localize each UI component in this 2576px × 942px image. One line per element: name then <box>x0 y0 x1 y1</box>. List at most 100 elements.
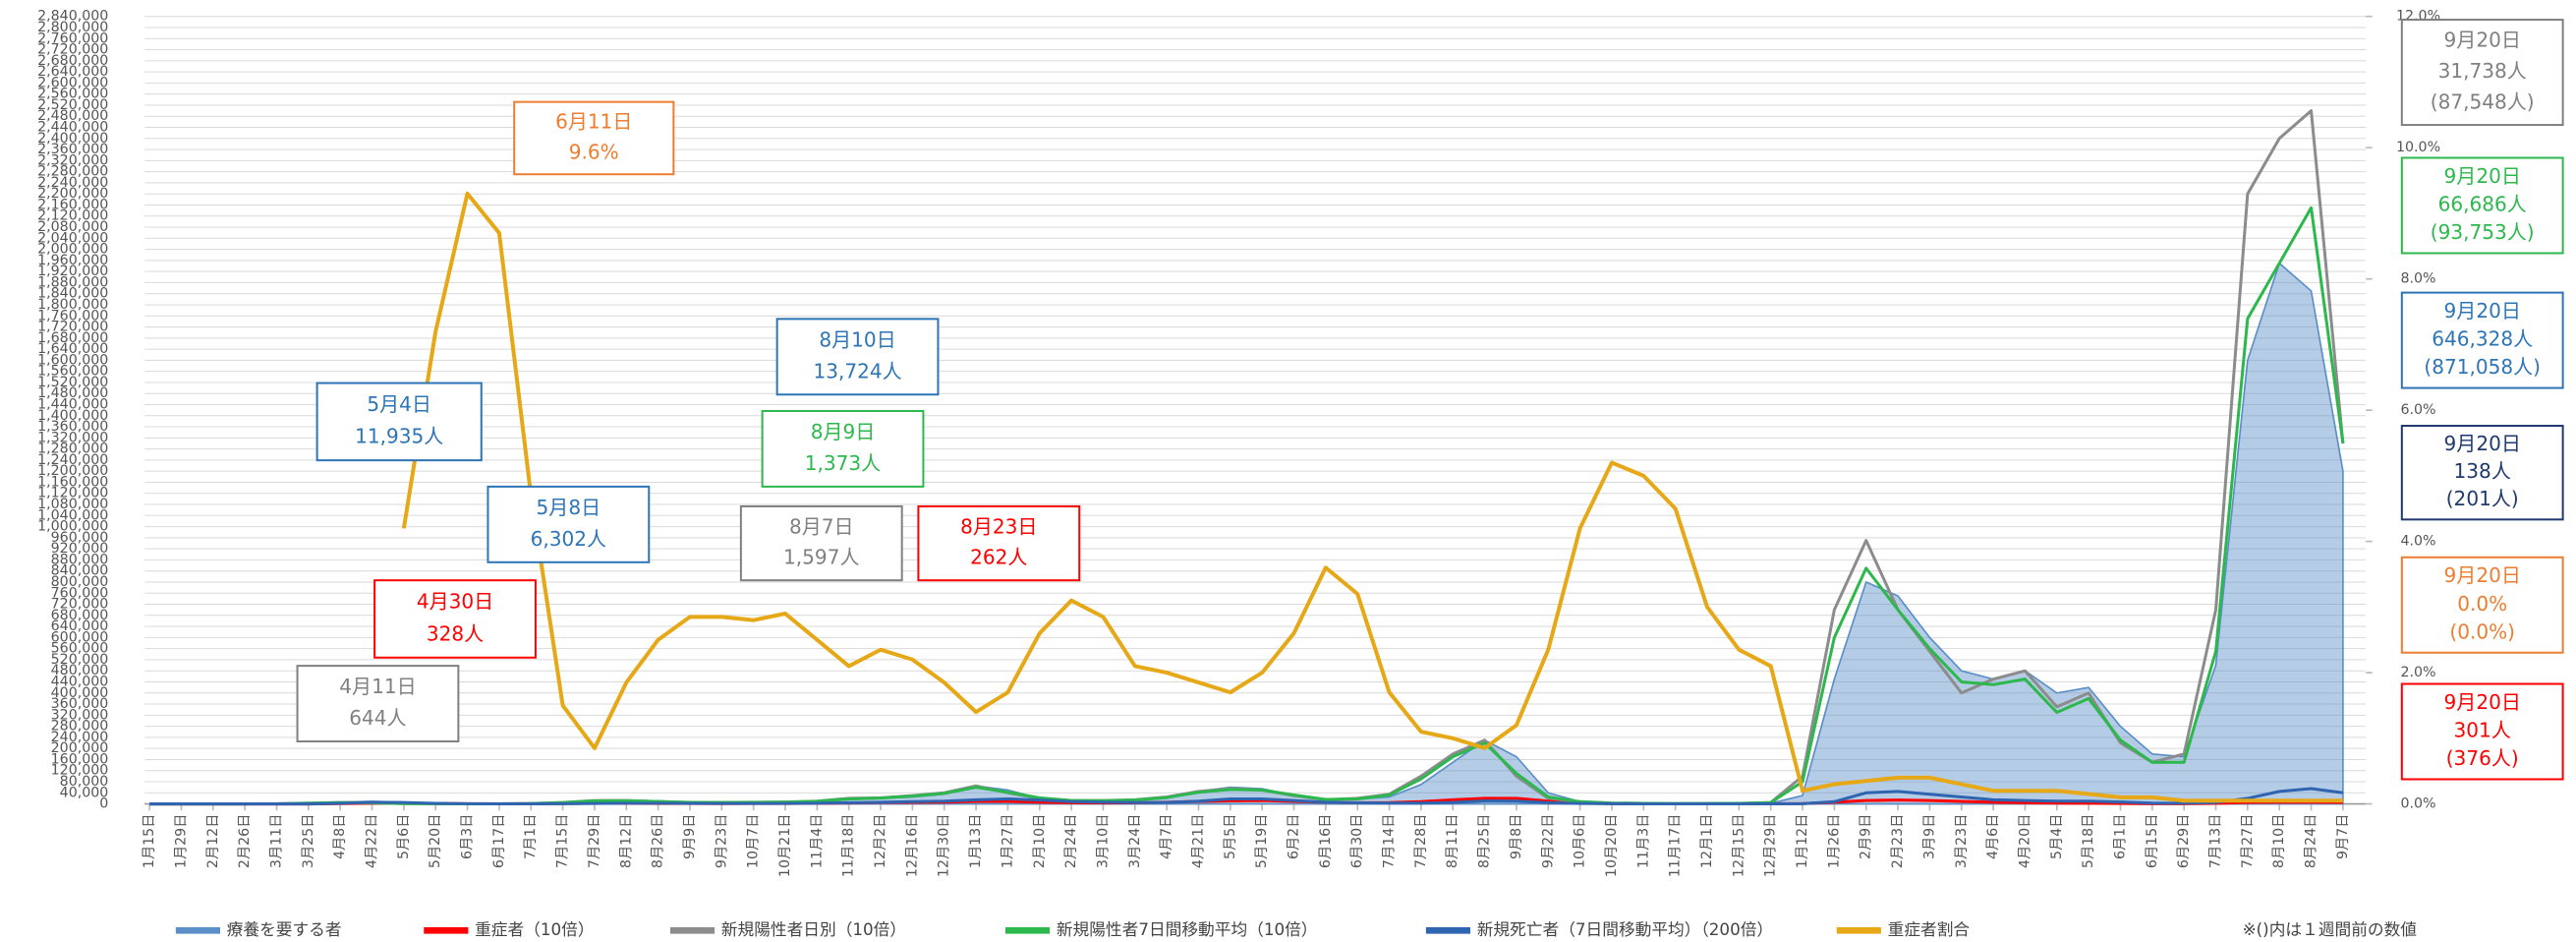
x-tick-label: 10月20日 <box>1604 814 1620 877</box>
annotation-text: (93,753人) <box>2431 220 2535 244</box>
x-tick-label: 6月3日 <box>460 814 476 859</box>
y-tick-label: 360,000 <box>51 696 109 712</box>
y-tick-label: 1,040,000 <box>37 507 108 523</box>
y-tick-label: 320,000 <box>51 707 109 723</box>
y-tick-label: 1,680,000 <box>37 330 108 346</box>
y2-tick-label: 2.0% <box>2401 665 2436 680</box>
x-tick-label: 1月29日 <box>173 814 189 868</box>
y-tick-label: 2,280,000 <box>37 164 108 180</box>
x-tick-label: 2月24日 <box>1063 814 1079 868</box>
x-tick-label: 2月23日 <box>1890 814 1906 868</box>
y-tick-label: 680,000 <box>51 608 109 623</box>
y-tick-label: 2,680,000 <box>37 53 108 69</box>
y-tick-label: 800,000 <box>51 574 109 590</box>
annotation-text: 6,302人 <box>531 527 606 551</box>
y-tick-label: 1,960,000 <box>37 253 108 268</box>
y-tick-label: 280,000 <box>51 719 109 735</box>
annotation-text: 0.0% <box>2457 592 2507 616</box>
y-tick-label: 2,480,000 <box>37 108 108 124</box>
x-tick-label: 1月26日 <box>1826 814 1842 868</box>
annotation-text: 138人 <box>2454 459 2511 483</box>
y-tick-label: 560,000 <box>51 641 109 657</box>
x-tick-label: 7月28日 <box>1413 814 1429 868</box>
x-tick-label: 6月16日 <box>1318 814 1334 868</box>
x-tick-label: 2月9日 <box>1859 814 1874 859</box>
x-tick-label: 3月11日 <box>268 814 284 868</box>
annotation-text: 8月9日 <box>811 420 876 443</box>
x-tick-label: 7月14日 <box>1382 814 1398 868</box>
x-tick-label: 4月20日 <box>2017 814 2032 868</box>
x-tick-label: 8月12日 <box>618 814 634 868</box>
x-tick-label: 9月7日 <box>2335 814 2351 859</box>
legend-label: 重症者割合 <box>1888 919 1971 939</box>
y-tick-label: 1,280,000 <box>37 442 108 457</box>
x-tick-label: 9月22日 <box>1540 814 1556 868</box>
y-tick-label: 2,320,000 <box>37 152 108 168</box>
y-tick-label: 1,320,000 <box>37 430 108 445</box>
x-tick-label: 1月27日 <box>1000 814 1015 868</box>
annotation-box <box>513 100 675 176</box>
annotation-text: 9月20日 <box>2444 299 2521 323</box>
x-tick-label: 4月8日 <box>332 814 348 859</box>
annotation-text: 6月11日 <box>555 110 632 134</box>
x-tick-label: 8月25日 <box>1477 814 1493 868</box>
y-tick-label: 2,160,000 <box>37 197 108 212</box>
y-tick-label: 1,760,000 <box>37 308 108 324</box>
x-tick-label: 11月17日 <box>1668 814 1684 877</box>
y-tick-label: 1,800,000 <box>37 297 108 313</box>
y-tick-label: 960,000 <box>51 530 109 546</box>
annotation-text: 646,328人 <box>2432 327 2533 351</box>
y-tick-label: 1,440,000 <box>37 396 108 412</box>
annotation-text: 9月20日 <box>2444 29 2521 52</box>
annotation-text: 31,738人 <box>2438 59 2527 83</box>
x-tick-label: 3月24日 <box>1127 814 1143 868</box>
x-tick-label: 3月23日 <box>1954 814 1970 868</box>
y-tick-label: 1,360,000 <box>37 419 108 435</box>
annotation-text: 8月7日 <box>789 514 854 538</box>
y-tick-label: 2,560,000 <box>37 87 108 102</box>
annotation-text: (871,058人) <box>2424 355 2541 379</box>
x-tick-label: 10月6日 <box>1573 814 1588 868</box>
y-tick-label: 440,000 <box>51 674 109 689</box>
x-tick-label: 6月29日 <box>2176 814 2192 868</box>
annotation-text: 4月11日 <box>339 675 416 698</box>
y2-tick-label: 6.0% <box>2401 402 2436 418</box>
legend-label: 新規陽性者日別（10倍） <box>721 919 906 939</box>
y-tick-label: 2,800,000 <box>37 20 108 35</box>
y-tick-label: 520,000 <box>51 652 109 668</box>
annotation-text: 5月4日 <box>367 392 431 416</box>
x-tick-label: 11月18日 <box>841 814 857 877</box>
y-tick-label: 1,640,000 <box>37 341 108 357</box>
area <box>149 262 2344 805</box>
annotation-text: 644人 <box>349 706 406 730</box>
annotation-text: 1,373人 <box>805 451 881 475</box>
y-tick-label: 2,840,000 <box>37 9 108 25</box>
y-tick-label: 1,880,000 <box>37 274 108 290</box>
y-tick-label: 160,000 <box>51 751 109 767</box>
y-tick-label: 1,480,000 <box>37 385 108 401</box>
y-tick-label: 400,000 <box>51 685 109 701</box>
annotation-text: 4月30日 <box>417 590 493 614</box>
annotation-text: 9月20日 <box>2444 432 2521 455</box>
y-tick-label: 2,760,000 <box>37 30 108 46</box>
y-tick-label: 2,000,000 <box>37 242 108 258</box>
y-tick-label: 2,720,000 <box>37 42 108 58</box>
x-tick-label: 6月2日 <box>1287 814 1302 859</box>
y-tick-label: 2,640,000 <box>37 64 108 80</box>
x-tick-label: 4月7日 <box>1159 814 1174 859</box>
legend-label: 新規陽性者7日間移動平均（10倍） <box>1057 919 1318 939</box>
annotation-text: 9月20日 <box>2444 563 2521 587</box>
y-tick-label: 240,000 <box>51 730 109 745</box>
y-tick-label: 840,000 <box>51 563 109 579</box>
y-tick-label: 1,240,000 <box>37 452 108 468</box>
x-tick-label: 12月29日 <box>1763 814 1779 877</box>
x-tick-label: 5月6日 <box>396 814 412 859</box>
annotation-box <box>761 409 925 488</box>
y-tick-label: 1,400,000 <box>37 408 108 424</box>
annotation-text: 13,724人 <box>813 359 901 383</box>
annotation-text: 328人 <box>427 621 484 645</box>
annotation-box <box>917 504 1081 582</box>
annotation-text: 9.6% <box>569 140 619 163</box>
x-tick-label: 10月21日 <box>777 814 793 877</box>
x-tick-label: 6月15日 <box>2145 814 2160 868</box>
